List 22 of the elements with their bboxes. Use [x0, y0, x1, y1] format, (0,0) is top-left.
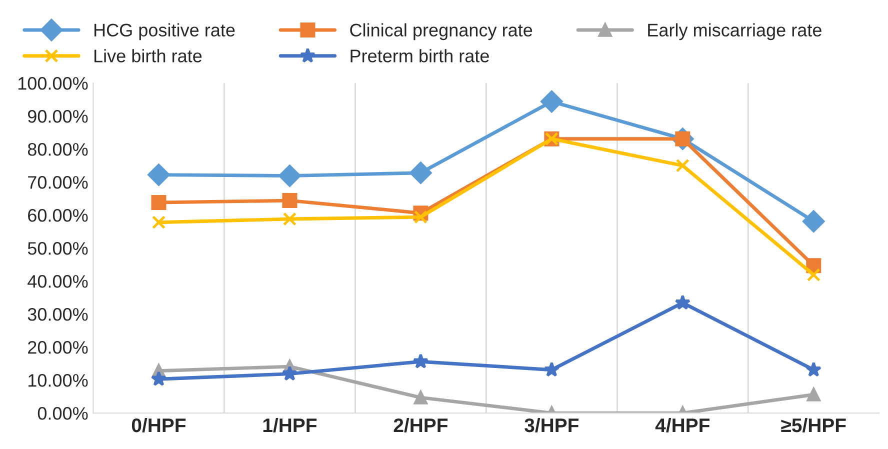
x-tick-label: ≥5/HPF: [781, 418, 846, 432]
x-tick-label: 0/HPF: [132, 418, 186, 432]
y-tick-label: 10.00%: [28, 374, 88, 387]
y-tick-label: 80.00%: [28, 143, 88, 156]
y-tick-label: 60.00%: [28, 209, 88, 222]
legend-label: Live birth rate: [94, 49, 202, 62]
y-tick-label: 70.00%: [28, 176, 88, 189]
y-tick-label: 20.00%: [28, 341, 88, 354]
legend-label: Clinical pregnancy rate: [350, 23, 532, 40]
x-tick-label: 4/HPF: [655, 418, 710, 432]
legend-label: Preterm birth rate: [350, 49, 489, 62]
y-tick-label: 100.00%: [18, 77, 88, 90]
legend-label: HCG positive rate: [94, 23, 235, 40]
y-tick-label: 0.00%: [38, 407, 88, 420]
x-tick-label: 1/HPF: [263, 418, 317, 432]
y-tick-label: 90.00%: [28, 110, 88, 123]
x-tick-label: 2/HPF: [394, 418, 448, 432]
legend-label: Early miscarriage rate: [648, 23, 822, 40]
y-tick-label: 40.00%: [28, 275, 88, 288]
x-tick-label: 3/HPF: [524, 418, 579, 432]
y-tick-label: 30.00%: [28, 308, 88, 321]
y-tick-label: 50.00%: [28, 242, 88, 255]
